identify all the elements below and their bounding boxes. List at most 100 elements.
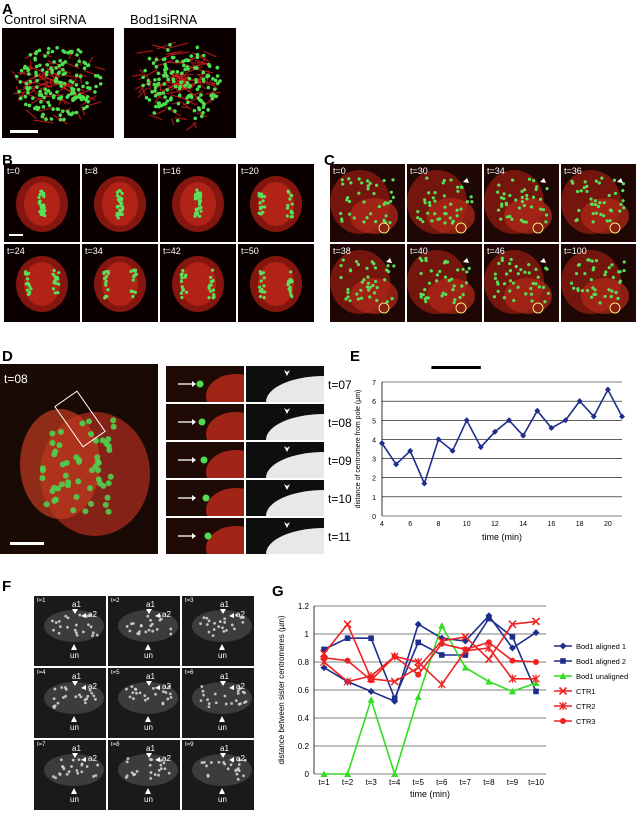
data-point — [415, 639, 422, 646]
data-point — [393, 461, 400, 468]
strip-time-label: t=10 — [328, 492, 352, 506]
panel-d-gray-strip — [246, 442, 324, 478]
x-tick-label: 4 — [380, 521, 384, 528]
panel-b-frame: t=24 — [4, 244, 80, 322]
frame-time: t=38 — [333, 246, 351, 256]
data-point — [484, 655, 493, 664]
marker-un: un — [218, 651, 227, 660]
x-tick-label: t=8 — [483, 778, 495, 787]
legend-label: CTR1 — [576, 687, 596, 696]
y-tick-label: 1 — [372, 495, 376, 502]
panel-f-frame: t=5 a1 a2 un — [108, 668, 180, 738]
x-tick-label: 6 — [408, 521, 412, 528]
legend-entry: CTR1 — [554, 686, 596, 696]
x-tick-label: t=1 — [318, 778, 330, 787]
data-point — [391, 770, 399, 777]
data-point — [415, 671, 422, 678]
data-point — [560, 718, 566, 724]
data-point — [437, 680, 446, 689]
panel-g-chart: 0 0.2 0.4 0.6 0.8 1 1.2 t=1 t=2 t=3 t=4 t=5 t=6 t=7 t=… — [277, 602, 628, 799]
data-point — [414, 658, 423, 666]
legend-entry: CTR2 — [554, 702, 596, 711]
marker-a1: a1 — [220, 600, 229, 609]
data-point — [520, 432, 527, 439]
scale-bar — [10, 542, 44, 545]
data-point — [320, 770, 328, 777]
data-point — [559, 642, 567, 650]
series-ctr1 — [319, 617, 541, 686]
legend-label: Bod1 unaligned — [576, 672, 628, 681]
data-point — [506, 417, 513, 424]
panel-c-frame: t=40 — [407, 244, 482, 322]
data-point — [619, 413, 625, 420]
x-tick-label: t=4 — [389, 778, 401, 787]
marker-un: un — [144, 723, 153, 732]
x-tick-label: t=10 — [528, 778, 544, 787]
series-line — [323, 614, 537, 703]
strip-time-label: t=07 — [328, 378, 352, 392]
panel-c-frame: t=36 — [561, 164, 636, 242]
panel-d-gray-strip — [246, 480, 324, 516]
data-point — [368, 677, 375, 684]
panel-d-color-strip — [166, 518, 244, 554]
data-point — [558, 686, 568, 696]
x-tick-label: 10 — [463, 521, 471, 528]
marker-un: un — [218, 723, 227, 732]
data-point — [485, 678, 493, 685]
data-point — [343, 620, 352, 629]
panel-c-frame: t=30 — [407, 164, 482, 242]
x-tick-label: t=7 — [460, 778, 472, 787]
cell-decor — [11, 45, 106, 125]
data-point — [508, 644, 516, 652]
series-bod1-aligned-2 — [321, 615, 539, 702]
frame-time: t=6 — [185, 670, 194, 676]
panel-d-gray-strip — [246, 366, 324, 402]
series-ctr3 — [321, 639, 539, 684]
frame-time: t=34 — [487, 166, 505, 176]
data-point — [509, 657, 516, 664]
strip-time-label: t=11 — [328, 530, 351, 544]
panel-f-frame: t=1 a1 a2 un — [34, 596, 106, 666]
y-axis-label: distance of centromere from pole (µm) — [355, 390, 362, 509]
data-point — [344, 657, 351, 664]
marker-a2: a2 — [162, 682, 171, 691]
data-point — [449, 447, 456, 454]
panel-a-control-image — [2, 28, 114, 138]
frame-time: t=3 — [185, 598, 194, 604]
series-ctr2 — [320, 644, 540, 689]
panel-b-label: B — [2, 152, 13, 169]
frame-time: t=40 — [410, 246, 428, 256]
frame-time: t=8 — [85, 166, 98, 176]
panel-a-right-title: Bod1siRNA — [130, 12, 198, 27]
y-tick-label: 0 — [305, 770, 310, 779]
y-tick-label: 0.2 — [298, 742, 310, 751]
series-line — [324, 623, 537, 777]
data-point — [438, 622, 446, 629]
time-window-bar — [431, 366, 481, 369]
panel-b-frame: t=0 — [4, 164, 80, 242]
y-tick-label: 0.4 — [298, 714, 310, 723]
marker-a2: a2 — [236, 682, 245, 691]
panel-d-gray-strip — [246, 518, 324, 554]
data-point — [462, 646, 469, 653]
marker-un: un — [218, 795, 227, 804]
panel-d-color-strip — [166, 404, 244, 440]
strip-time-label: t=08 — [328, 416, 352, 430]
data-point — [508, 620, 517, 629]
panel-b-frame: t=20 — [238, 164, 314, 242]
y-tick-label: 1 — [305, 630, 310, 639]
series-line — [323, 647, 536, 686]
series-line — [323, 641, 537, 682]
data-point — [491, 428, 498, 435]
data-point — [562, 417, 569, 424]
marker-a1: a1 — [220, 744, 229, 753]
panel-d-color-strip — [166, 480, 244, 516]
data-point — [320, 664, 328, 672]
panel-d-gray-strip — [246, 404, 324, 440]
data-point — [367, 687, 375, 695]
panel-d-color-strip — [166, 442, 244, 478]
series-line — [381, 387, 623, 486]
panel-f-frame: t=7 a1 a2 un — [34, 740, 106, 810]
x-axis-label: time (min) — [410, 789, 450, 799]
marker-a1: a1 — [146, 744, 155, 753]
